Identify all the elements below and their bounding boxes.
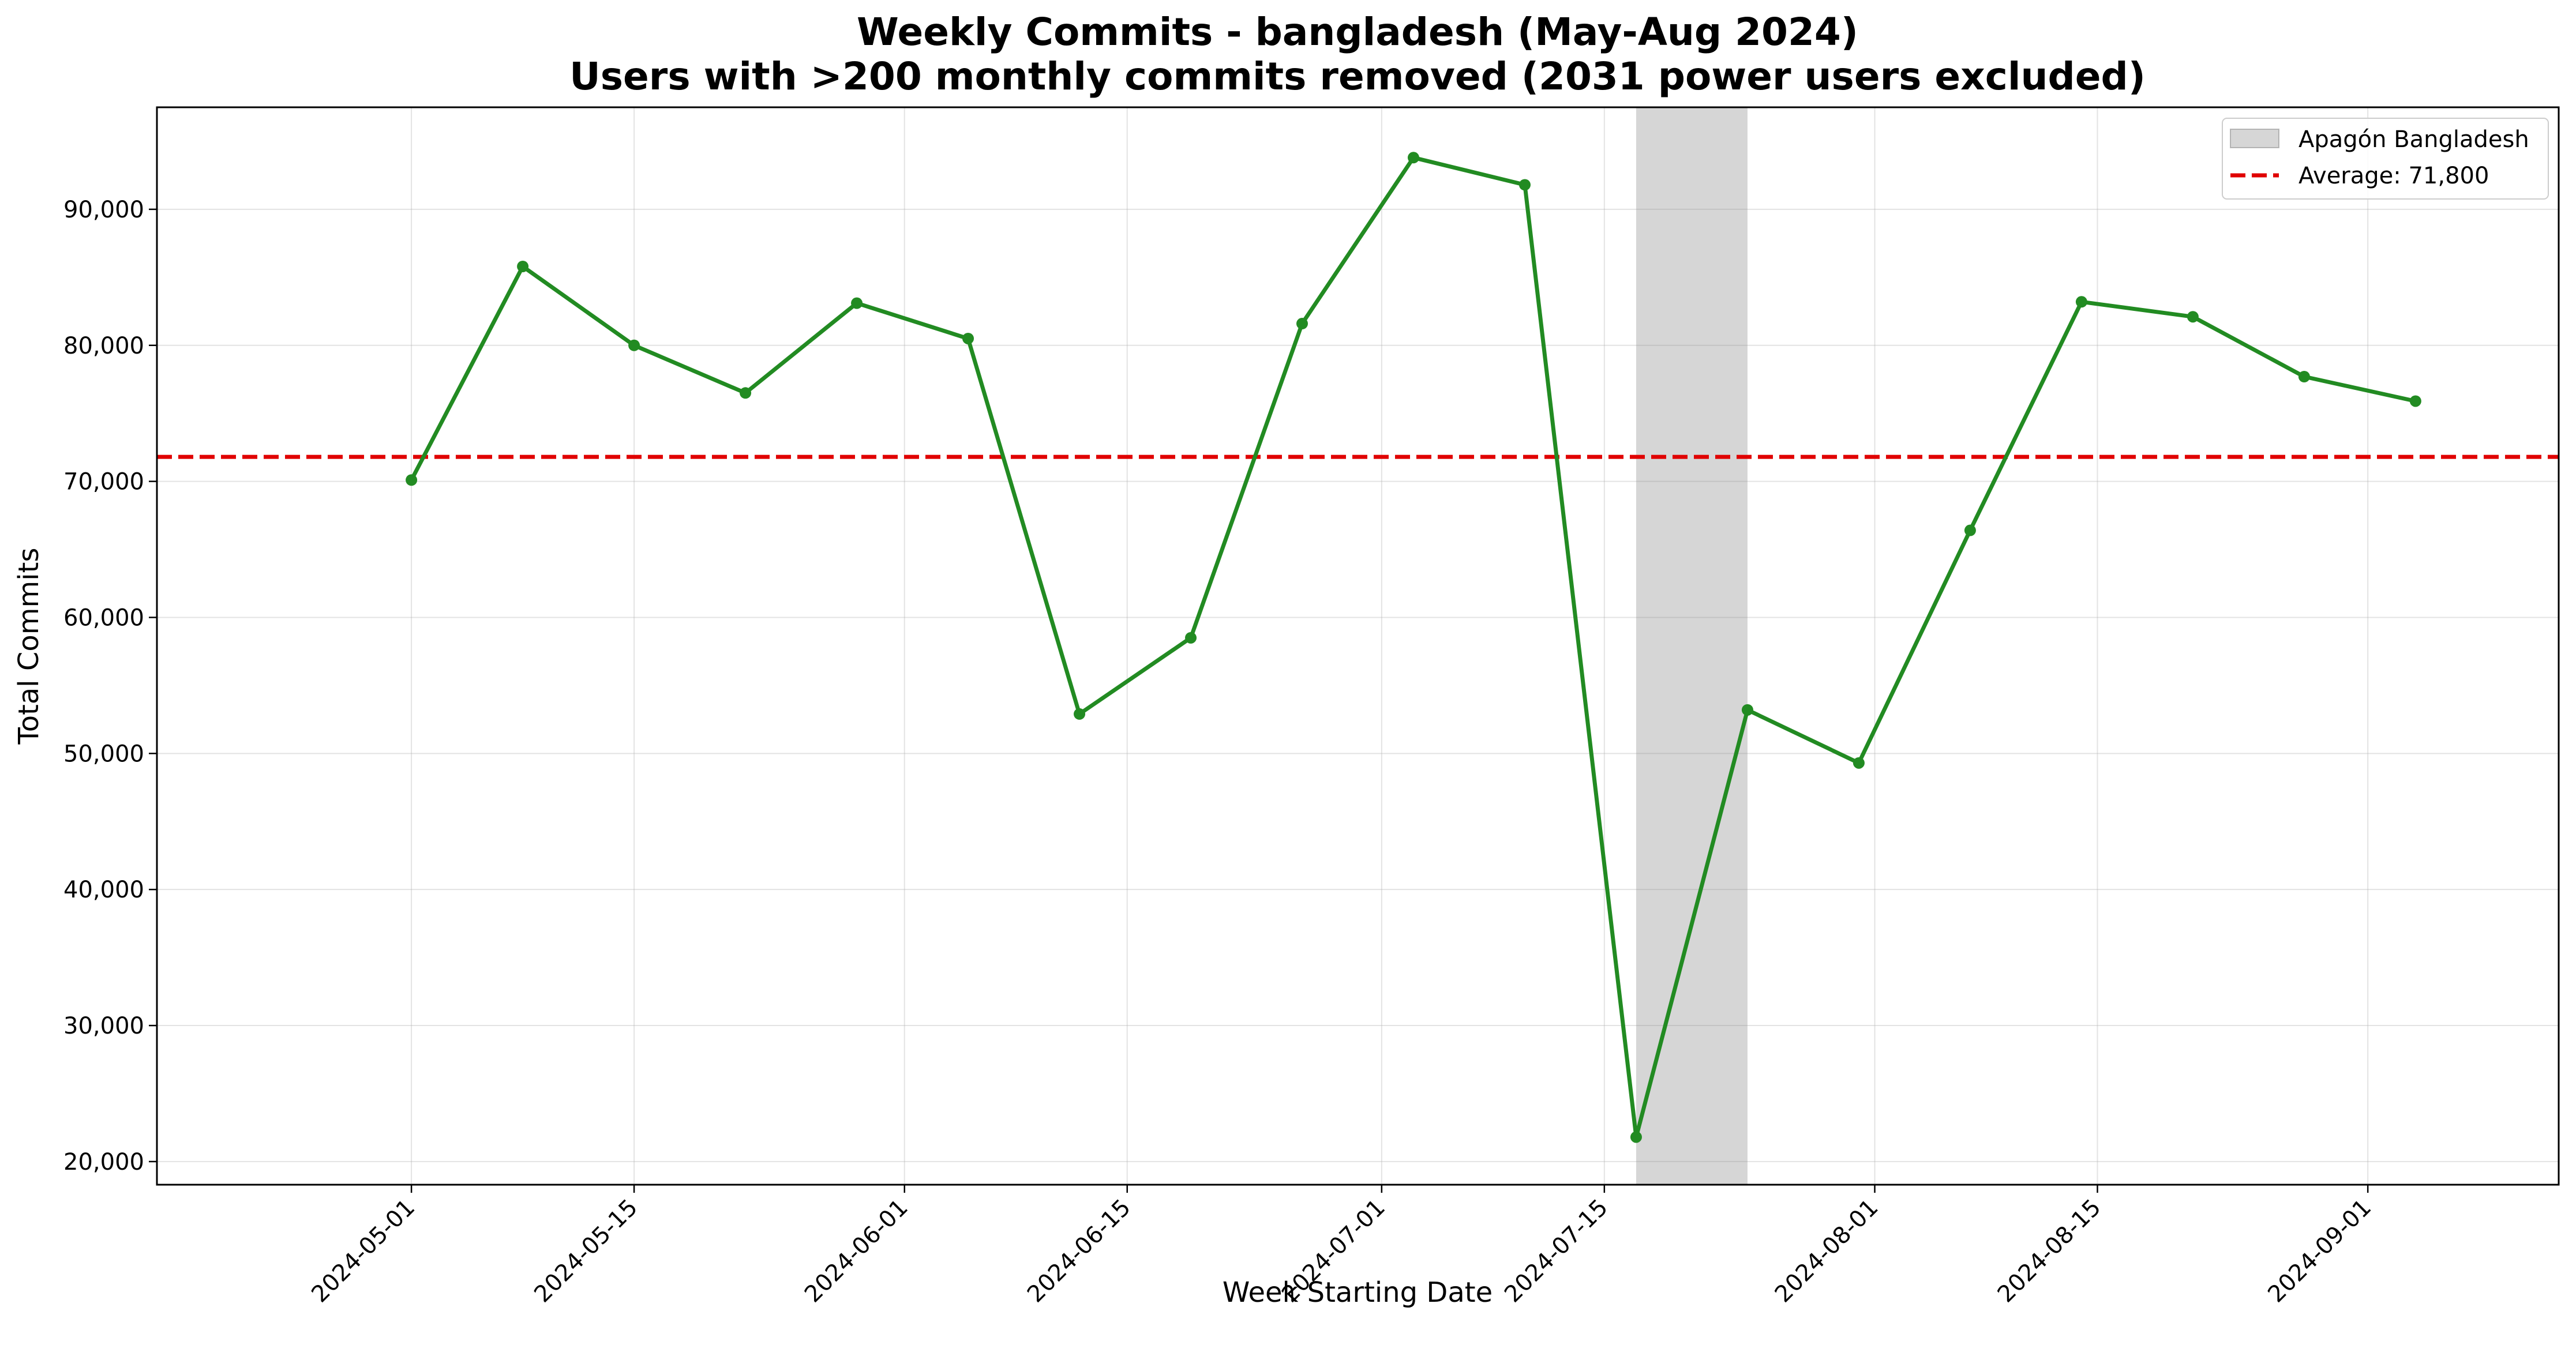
data-point xyxy=(1853,757,1865,769)
legend-average-label: Average: 71,800 xyxy=(2298,163,2489,189)
chart-title: Weekly Commits - bangladesh (May-Aug 202… xyxy=(857,10,1858,54)
data-point xyxy=(1074,708,1086,720)
y-tick-label: 60,000 xyxy=(63,604,144,631)
data-point xyxy=(962,332,974,344)
y-axis-label: Total Commits xyxy=(13,548,45,745)
grid xyxy=(157,107,2559,1185)
data-point xyxy=(628,339,640,351)
shaded-region-layer xyxy=(1636,107,1748,1185)
data-point xyxy=(517,260,529,272)
plot-area xyxy=(157,107,2559,1185)
legend: Apagón Bangladesh Average: 71,800 xyxy=(2222,118,2549,200)
plot-frame xyxy=(156,106,2560,1186)
data-point xyxy=(1185,632,1197,644)
y-tick-label: 30,000 xyxy=(63,1013,144,1039)
data-point xyxy=(2187,311,2199,323)
data-point xyxy=(2409,395,2421,407)
chart-subtitle: Users with >200 monthly commits removed … xyxy=(569,54,2146,99)
y-tick-label: 20,000 xyxy=(63,1149,144,1175)
data-point xyxy=(1741,704,1753,716)
y-axis: 20,000 30,000 40,000 50,000 60,000 70,000 80,0… xyxy=(63,197,157,1175)
y-tick-label: 50,000 xyxy=(63,741,144,767)
data-point xyxy=(740,387,752,399)
y-tick-label: 70,000 xyxy=(63,469,144,495)
y-tick-label: 80,000 xyxy=(63,333,144,359)
legend-shaded-region-label: Apagón Bangladesh xyxy=(2298,126,2529,153)
data-point xyxy=(851,297,863,309)
data-point xyxy=(1964,524,1976,536)
data-point xyxy=(406,474,418,486)
y-tick-label: 40,000 xyxy=(63,877,144,903)
x-axis-label: Week Starting Date xyxy=(1223,1276,1493,1309)
shaded-region xyxy=(1636,107,1748,1185)
series-layer xyxy=(406,152,2421,1143)
data-point xyxy=(1630,1131,1642,1143)
data-point xyxy=(1296,318,1308,330)
legend-box xyxy=(2222,118,2549,200)
data-point xyxy=(1518,179,1531,191)
data-point xyxy=(2298,371,2310,382)
y-tick-label: 90,000 xyxy=(63,197,144,223)
data-point xyxy=(1407,152,1419,164)
data-point xyxy=(2075,296,2087,308)
legend-shaded-region-swatch xyxy=(2230,129,2279,148)
